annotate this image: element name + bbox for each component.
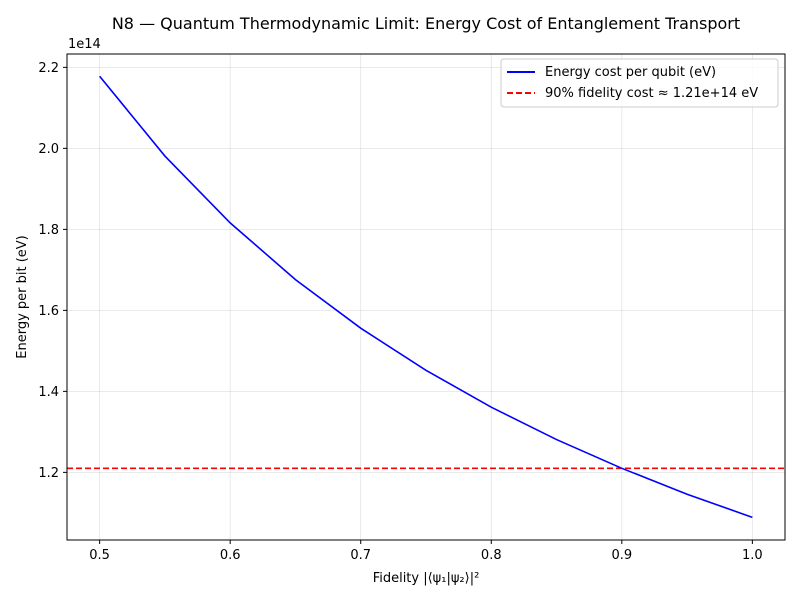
grid (67, 54, 785, 540)
plot-frame (66, 53, 786, 541)
legend-label-reference-line: 90% fidelity cost ≈ 1.21e+14 eV (545, 86, 758, 101)
x-tick-label: 0.9 (611, 548, 632, 563)
series-layer (67, 75, 785, 519)
legend-box (500, 58, 779, 108)
legend-label-energy-cost: Energy cost per qubit (eV) (545, 65, 716, 80)
x-axis-label: Fidelity |⟨ψ₁|ψ₂⟩|² (373, 571, 480, 586)
x-tick-label: 1.0 (742, 548, 763, 563)
series-line-energy-cost (99, 75, 753, 519)
y-tick-label: 2.2 (38, 61, 59, 76)
x-tick-label: 0.7 (350, 548, 371, 563)
y-axis-label: Energy per bit (eV) (15, 235, 30, 359)
y-tick-label: 1.4 (38, 385, 59, 400)
x-tick-label: 0.6 (220, 548, 241, 563)
axes: 0.5 0.6 0.7 0.8 0.9 1.0 1.2 1.4 1.6 1.8 2.0 2.2 (38, 53, 786, 563)
chart-title: N8 — Quantum Thermodynamic Limit: Energy… (112, 14, 740, 33)
y-tick-label: 1.6 (38, 304, 59, 319)
x-tick-label: 0.8 (481, 548, 502, 563)
y-tick-label: 2.0 (38, 142, 59, 157)
x-tick-label: 0.5 (89, 548, 110, 563)
legend: Energy cost per qubit (eV) 90% fidelity … (500, 58, 779, 108)
y-tick-label: 1.8 (38, 223, 59, 238)
y-offset-label: 1e14 (68, 37, 101, 52)
y-tick-label: 1.2 (38, 466, 59, 481)
